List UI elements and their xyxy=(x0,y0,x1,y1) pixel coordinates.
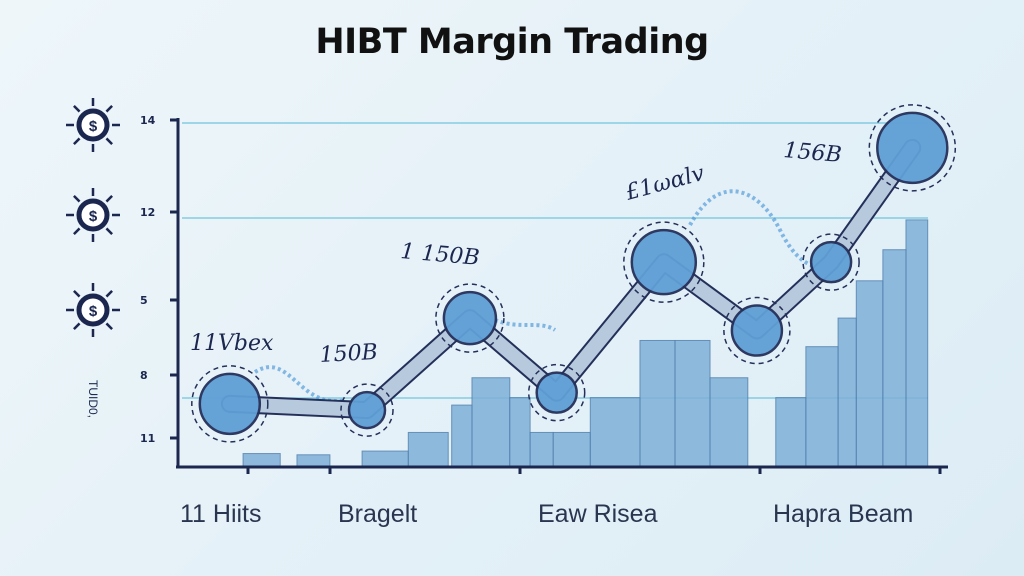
y-tick-label: 5 xyxy=(140,294,148,307)
dashed-trend xyxy=(494,318,557,332)
data-point xyxy=(730,304,784,357)
bar xyxy=(509,397,531,467)
dollar-sun-icon: $ xyxy=(66,98,120,152)
y-tick-label: 11 xyxy=(140,432,155,445)
sun-ray xyxy=(73,227,81,235)
data-point xyxy=(442,290,498,346)
dashed-trend xyxy=(253,365,346,404)
sun-ray xyxy=(105,227,113,235)
bar xyxy=(552,431,591,467)
sun-ray xyxy=(73,137,81,145)
sun-ray xyxy=(105,322,113,330)
point-halo xyxy=(723,296,791,365)
chart-title: HIBT Margin Trading xyxy=(315,22,709,62)
bar xyxy=(709,377,749,467)
bar xyxy=(451,404,473,467)
y-tick-label: 8 xyxy=(140,369,148,382)
bar xyxy=(882,249,907,467)
annotation-label: 1 150B xyxy=(399,239,480,271)
point-halo xyxy=(340,383,394,437)
x-tick-label: 11 Hiits xyxy=(180,500,262,528)
icon-ring xyxy=(76,293,110,327)
dollar-sign: $ xyxy=(89,208,98,225)
y-tick-label: 12 xyxy=(140,206,155,219)
dollar-sun-icon: $ xyxy=(66,188,120,242)
bar xyxy=(361,450,409,467)
sun-ray xyxy=(105,290,113,298)
point-halo xyxy=(527,363,586,422)
bar xyxy=(407,431,449,467)
bar xyxy=(471,377,511,467)
dollar-sign: $ xyxy=(89,303,98,320)
data-point xyxy=(876,111,949,185)
point-halo xyxy=(868,104,957,192)
sun-ray xyxy=(73,322,81,330)
dollar-sun-icon: $ xyxy=(66,283,120,337)
data-point xyxy=(809,240,853,284)
annotation-label: 11Vbex xyxy=(190,331,274,356)
data-point xyxy=(535,371,578,414)
x-tick-label: Hapra Beam xyxy=(773,500,914,528)
point-halo xyxy=(435,283,505,353)
data-point xyxy=(630,228,698,296)
bar xyxy=(529,431,554,467)
icon-ring xyxy=(76,198,110,232)
dollar-sign: $ xyxy=(89,118,98,135)
sun-ray xyxy=(73,290,81,298)
x-tick-label: Eaw Risea xyxy=(538,500,658,528)
sun-ray xyxy=(105,105,113,113)
bar xyxy=(296,454,331,467)
y-tick-label: 14 xyxy=(140,114,156,127)
x-tick-label: Bragelt xyxy=(338,500,418,528)
point-halo xyxy=(191,365,269,443)
data-point xyxy=(198,372,262,436)
bar xyxy=(589,397,641,467)
point-halo xyxy=(623,221,705,303)
annotation-label: £1ωαlv xyxy=(622,161,708,206)
data-point xyxy=(347,390,387,430)
dashed-trend xyxy=(688,189,832,269)
bar xyxy=(855,280,884,467)
annotation-label: 150B xyxy=(319,340,378,368)
bar xyxy=(775,397,807,467)
sun-ray xyxy=(105,137,113,145)
annotation-label: 156B xyxy=(782,138,842,168)
bar xyxy=(674,339,711,467)
bar xyxy=(837,317,857,467)
sun-ray xyxy=(105,195,113,203)
sun-ray xyxy=(73,105,81,113)
icon-ring xyxy=(76,108,110,142)
bar xyxy=(805,346,839,467)
point-halo xyxy=(802,233,860,291)
y-side-label: TUID0, xyxy=(86,380,100,419)
bar xyxy=(242,453,281,467)
sun-ray xyxy=(73,195,81,203)
bar xyxy=(639,339,676,467)
bar xyxy=(905,219,929,467)
